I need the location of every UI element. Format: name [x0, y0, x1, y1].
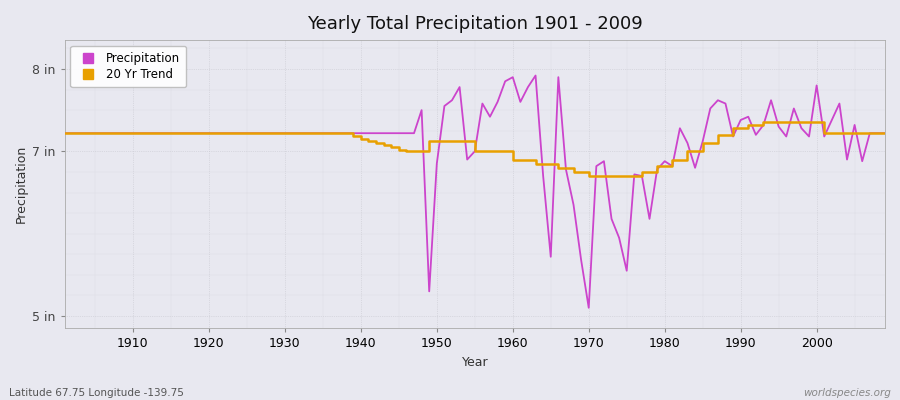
Title: Yearly Total Precipitation 1901 - 2009: Yearly Total Precipitation 1901 - 2009 [307, 15, 643, 33]
Y-axis label: Precipitation: Precipitation [15, 145, 28, 223]
Text: Latitude 67.75 Longitude -139.75: Latitude 67.75 Longitude -139.75 [9, 388, 184, 398]
Legend: Precipitation, 20 Yr Trend: Precipitation, 20 Yr Trend [70, 46, 186, 87]
Text: worldspecies.org: worldspecies.org [803, 388, 891, 398]
X-axis label: Year: Year [462, 356, 488, 369]
